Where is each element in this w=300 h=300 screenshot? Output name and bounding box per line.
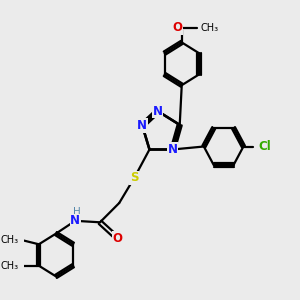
Text: S: S (130, 171, 139, 184)
Text: N: N (168, 143, 178, 156)
Text: O: O (113, 232, 123, 245)
Text: H: H (73, 208, 80, 218)
Text: CH₃: CH₃ (1, 261, 19, 271)
Text: N: N (153, 105, 163, 118)
Text: CH₃: CH₃ (1, 235, 19, 245)
Text: N: N (70, 214, 80, 227)
Text: CH₃: CH₃ (201, 22, 219, 32)
Text: O: O (172, 21, 183, 34)
Text: Cl: Cl (258, 140, 271, 153)
Text: N: N (137, 119, 147, 132)
